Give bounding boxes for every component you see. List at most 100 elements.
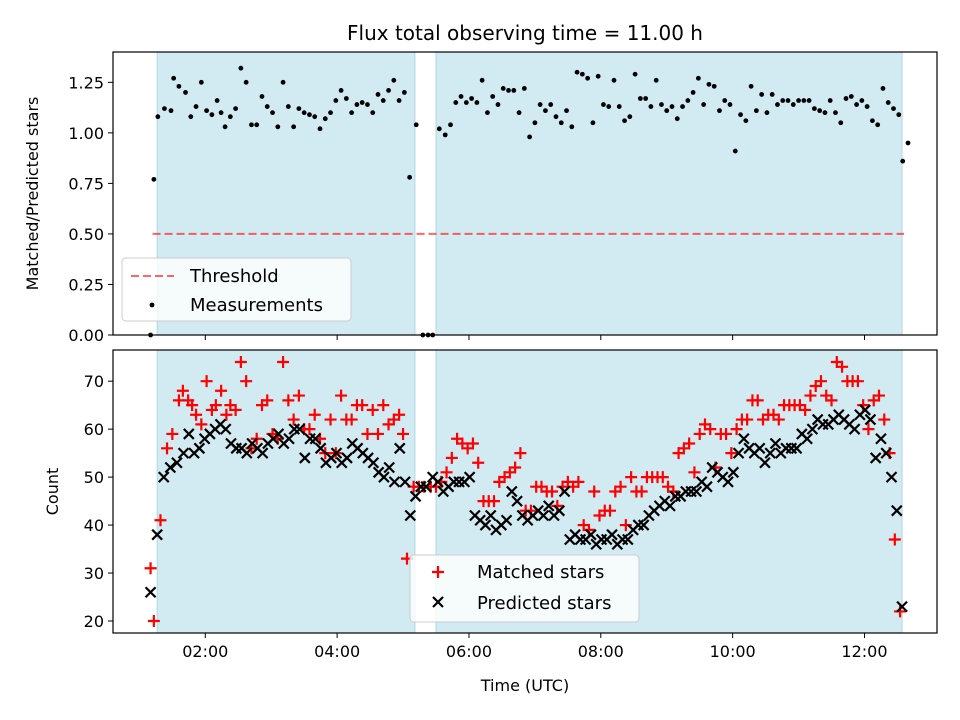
matched-star-point — [814, 375, 827, 388]
predicted-star-point — [409, 490, 422, 503]
x-tick-label: 02:00 — [182, 642, 228, 661]
predicted-star-point — [769, 437, 782, 450]
measurement-point — [811, 106, 817, 111]
predicted-star-point — [399, 476, 411, 488]
predicted-star-point — [722, 476, 734, 488]
predicted-star-point — [500, 514, 513, 527]
measurement-point — [769, 92, 775, 97]
matched-star-point — [720, 427, 733, 440]
measurement-point — [463, 100, 469, 105]
measurement-point — [259, 94, 265, 99]
measurement-point — [796, 98, 801, 103]
measurement-point — [790, 102, 796, 107]
measurement-point — [204, 108, 210, 114]
measurement-point — [817, 108, 823, 114]
measurement-point — [401, 90, 407, 95]
chart-title: Flux total observing time = 11.00 h — [347, 21, 703, 45]
measurement-point — [396, 98, 402, 103]
measurement-point — [632, 71, 638, 77]
measurement-point — [391, 77, 397, 83]
predicted-star-point — [859, 404, 871, 416]
measurement-point — [312, 114, 318, 120]
measurement-point — [198, 79, 204, 85]
matched-star-point — [704, 423, 717, 436]
measurement-point — [706, 81, 712, 87]
matched-star-point — [588, 485, 601, 498]
predicted-star-point — [869, 452, 882, 464]
measurement-point — [370, 110, 376, 116]
matched-star-point — [303, 423, 316, 436]
matched-star-point — [635, 485, 648, 498]
matched-star-point — [440, 466, 453, 479]
measurement-point — [680, 104, 685, 109]
measurement-point — [891, 106, 896, 111]
measurement-point — [183, 90, 188, 95]
axes-frame — [112, 349, 938, 634]
counts-panel: 20 30 40 50 60 70 02:00 04:00 06:00 08:00 10:00 12:… — [43, 349, 938, 661]
matched-star-point — [614, 480, 627, 493]
measurement-point — [648, 104, 654, 109]
matched-star-point — [166, 427, 179, 440]
matched-star-point — [472, 456, 485, 469]
matched-star-point — [688, 466, 701, 479]
measurement-point — [843, 96, 849, 101]
matched-star-point — [220, 408, 233, 421]
measurement-point — [900, 158, 906, 164]
ratio-panel: 0.00 0.25 0.50 0.75 1.00 1.25 Matched/Predicte… — [23, 51, 938, 345]
measurement-point — [869, 118, 875, 124]
legend: Matched stars Predicted stars — [409, 554, 640, 623]
measurement-point — [643, 96, 649, 101]
measurement-point — [500, 85, 506, 91]
measurement-point — [469, 96, 475, 101]
measurement-point — [495, 102, 501, 107]
matched-star-point — [195, 418, 208, 431]
predicted-star-point — [479, 519, 492, 531]
measurement-point — [606, 104, 612, 109]
predicted-star-point — [606, 528, 618, 541]
matched-star-point — [751, 394, 764, 407]
matched-star-point — [878, 413, 891, 426]
matched-star-point — [683, 437, 696, 450]
matched-star-point — [888, 533, 901, 546]
measurement-point — [214, 98, 220, 103]
legend-predicted-label: Predicted stars — [477, 593, 611, 614]
predicted-star-point — [637, 519, 650, 531]
predicted-star-point — [388, 476, 401, 488]
measurement-point — [627, 114, 633, 120]
y-tick-label: 30 — [84, 564, 104, 583]
predicted-star-point — [891, 504, 903, 517]
predicted-star-point — [753, 442, 766, 455]
measurement-point — [209, 112, 215, 118]
predicted-star-point — [864, 413, 877, 426]
matched-star-point — [572, 475, 585, 488]
predicted-star-point — [378, 471, 390, 483]
predicted-star-point — [341, 452, 353, 464]
matched-star-point — [240, 375, 253, 388]
measurement-point — [622, 118, 627, 124]
predicted-star-point — [309, 432, 322, 445]
measurement-point — [448, 122, 453, 128]
measurement-point — [764, 110, 770, 116]
observing-window-span — [156, 349, 416, 634]
measurement-point — [854, 102, 859, 107]
measurement-point — [155, 114, 161, 120]
measurement-point — [442, 132, 448, 138]
matched-star-point — [215, 384, 228, 397]
matched-star-point — [361, 427, 374, 440]
predicted-star-point — [383, 461, 395, 474]
matched-star-point — [356, 399, 369, 412]
predicted-star-point — [293, 423, 306, 435]
measurement-point — [738, 112, 743, 118]
measurement-point — [848, 94, 854, 99]
matched-star-point — [804, 389, 817, 402]
measurement-point — [875, 122, 881, 128]
matched-star-point — [287, 413, 300, 426]
y-axis-label: Count — [43, 468, 62, 516]
predicted-star-point — [151, 528, 163, 541]
measurement-point — [479, 77, 485, 83]
matched-star-point — [324, 413, 337, 426]
measurement-point — [732, 148, 738, 154]
predicted-star-point — [790, 442, 803, 455]
measurement-point — [801, 98, 807, 103]
